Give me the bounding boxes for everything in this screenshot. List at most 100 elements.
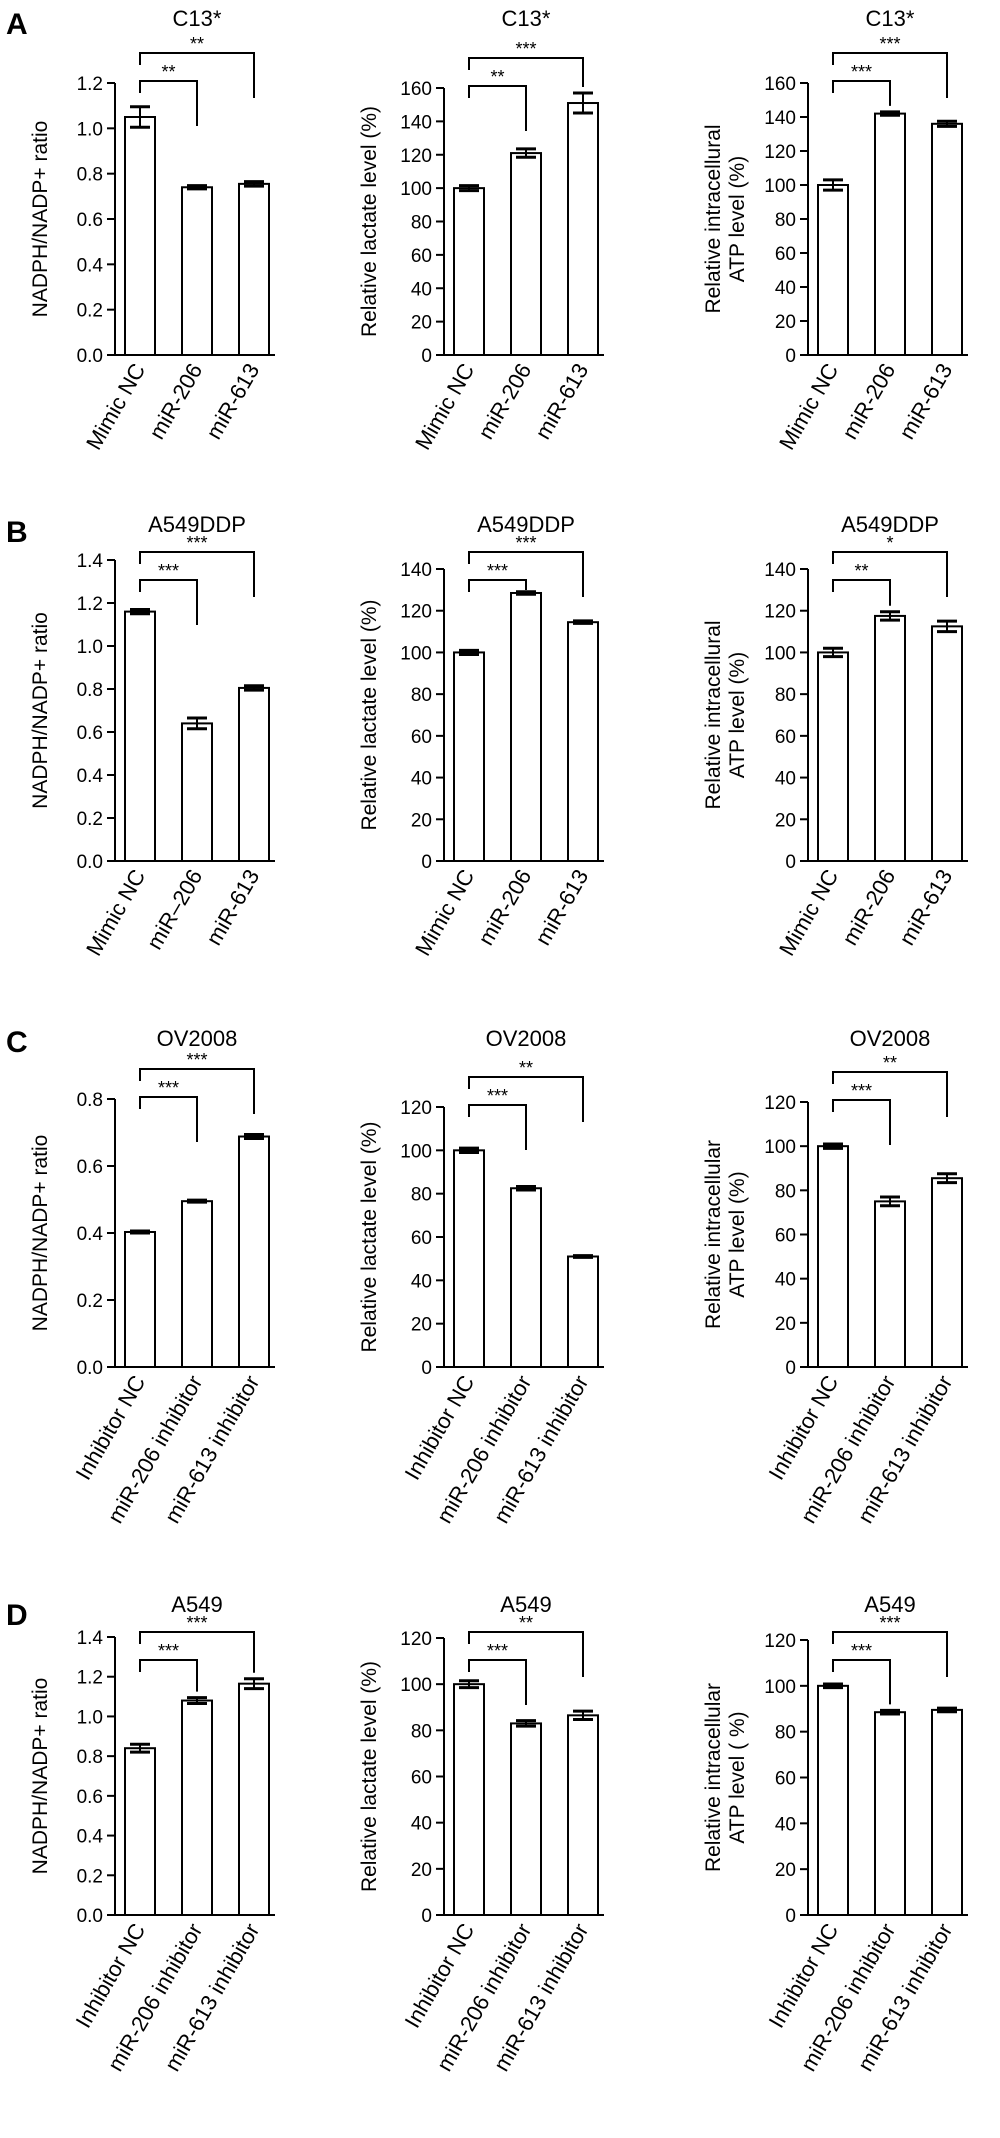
bar (453, 187, 485, 356)
y-tick-label: 120 (400, 1098, 432, 1119)
bar (931, 122, 963, 356)
bar (181, 186, 213, 356)
x-category-label: miR-206 (473, 865, 536, 950)
y-tick-label: 100 (764, 176, 796, 197)
y-tick-label: 40 (775, 1270, 796, 1291)
chart-title: A549 (171, 1592, 222, 1617)
significance-label: *** (186, 533, 207, 553)
significance-bracket (832, 80, 891, 106)
bar (874, 1200, 906, 1368)
y-tick-label: 80 (411, 685, 432, 706)
y-tick-label: 60 (775, 1769, 796, 1790)
y-tick-label: 60 (775, 727, 796, 748)
y-tick-label: 0.6 (77, 1157, 103, 1178)
y-axis-label: ATP level ( %) (726, 1711, 749, 1843)
y-tick-label: 40 (411, 769, 432, 790)
chart-d-1: A549 0.0 0.2 0.4 0.6 0.8 1.0 1.2 1.4 NADPH/NADP+ … (29, 1592, 275, 2076)
y-tick-label: 0.8 (77, 1090, 103, 1111)
y-tick-label: 160 (764, 74, 796, 95)
bar (510, 1187, 542, 1368)
y-tick-label: 0 (785, 346, 796, 367)
y-axis-label: Relative intracellular (702, 1683, 725, 1872)
bar (124, 116, 156, 356)
y-tick-label: 40 (411, 1271, 432, 1292)
significance-bracket (468, 579, 527, 592)
y-tick-label: 160 (400, 79, 432, 100)
significance-bracket (139, 1068, 255, 1114)
significance-bracket (139, 1096, 198, 1142)
significance-bracket (468, 57, 584, 88)
bar (567, 1714, 599, 1917)
chart-title: C13* (173, 6, 222, 31)
x-category-label: Mimic NC (81, 359, 150, 454)
chart-title: OV2008 (157, 1026, 238, 1051)
panel-a: A C13* 0.0 0.2 0.4 0.6 0.8 1.0 1.2 NADPH/NADP+ ra… (6, 6, 968, 454)
y-tick-label: 0.6 (77, 723, 103, 744)
x-category-label: Mimic NC (774, 865, 843, 960)
y-tick-label: 60 (411, 246, 432, 267)
chart-title: C13* (502, 6, 551, 31)
y-axis-label: NADPH/NADP+ ratio (29, 121, 52, 318)
y-tick-label: 120 (764, 1093, 796, 1114)
x-category-label: miR-206 (837, 865, 900, 950)
y-tick-label: 0.2 (77, 1291, 103, 1312)
y-tick-label: 120 (400, 602, 432, 623)
y-axis-label: Relative intracellular (702, 1140, 725, 1329)
panel-letter: A (6, 8, 28, 41)
y-tick-label: 120 (764, 142, 796, 163)
significance-label: ** (190, 34, 204, 54)
bar (510, 591, 542, 862)
significance-label: *** (158, 561, 179, 581)
significance-label: *** (879, 1613, 900, 1633)
y-tick-label: 0.0 (77, 346, 103, 367)
bar (567, 102, 599, 356)
y-tick-label: 1.4 (77, 551, 104, 572)
significance-label: ** (854, 561, 868, 581)
significance-bracket (139, 551, 255, 597)
y-tick-label: 20 (775, 312, 796, 333)
y-tick-label: 100 (764, 643, 796, 664)
y-axis-label: ATP level (%) (726, 1171, 749, 1297)
chart-b-3: A549DDP 0 20 40 60 80 100 120 140 Relative intrac… (702, 512, 968, 960)
x-category-label: miR-206 (473, 359, 536, 444)
y-tick-label: 60 (775, 1226, 796, 1247)
bar (238, 1135, 270, 1369)
significance-bracket (468, 85, 527, 131)
bar (453, 651, 485, 863)
y-tick-label: 0.8 (77, 680, 103, 701)
y-tick-label: 60 (411, 727, 432, 748)
significance-bracket (832, 1659, 891, 1705)
bar (817, 184, 849, 356)
y-tick-label: 100 (764, 1677, 796, 1698)
significance-bracket (139, 1631, 255, 1673)
bar (817, 1145, 849, 1368)
y-tick-label: 120 (400, 1629, 432, 1650)
y-tick-label: 0.8 (77, 1747, 103, 1768)
y-axis-label: Relative intracellural (702, 620, 725, 809)
y-tick-label: 80 (411, 1721, 432, 1742)
y-tick-label: 0.2 (77, 301, 103, 322)
significance-label: ** (161, 62, 175, 82)
y-tick-label: 0.2 (77, 1866, 103, 1887)
y-axis-label: Relative intracellural (702, 124, 725, 313)
bar (453, 1683, 485, 1916)
y-tick-label: 80 (775, 210, 796, 231)
x-category-label: Mimic NC (774, 359, 843, 454)
y-axis-label: ATP level (%) (726, 652, 749, 778)
significance-label: *** (487, 561, 508, 581)
y-tick-label: 1.0 (77, 119, 103, 140)
x-category-label: miR-206 (144, 359, 207, 444)
y-tick-label: 140 (764, 560, 796, 581)
y-tick-label: 1.2 (77, 74, 103, 95)
y-axis-label: Relative lactate level (%) (358, 1121, 381, 1352)
x-category-label: Mimic NC (410, 359, 479, 454)
bar (238, 182, 270, 356)
y-tick-label: 0.8 (77, 165, 103, 186)
y-axis-label: Relative lactate level (%) (358, 1661, 381, 1892)
y-axis-label: NADPH/NADP+ ratio (29, 1135, 52, 1332)
y-tick-label: 20 (411, 1860, 432, 1881)
bar (931, 1708, 963, 1917)
y-tick-label: 0 (421, 346, 432, 367)
bar (817, 1684, 849, 1917)
y-tick-label: 20 (775, 810, 796, 831)
